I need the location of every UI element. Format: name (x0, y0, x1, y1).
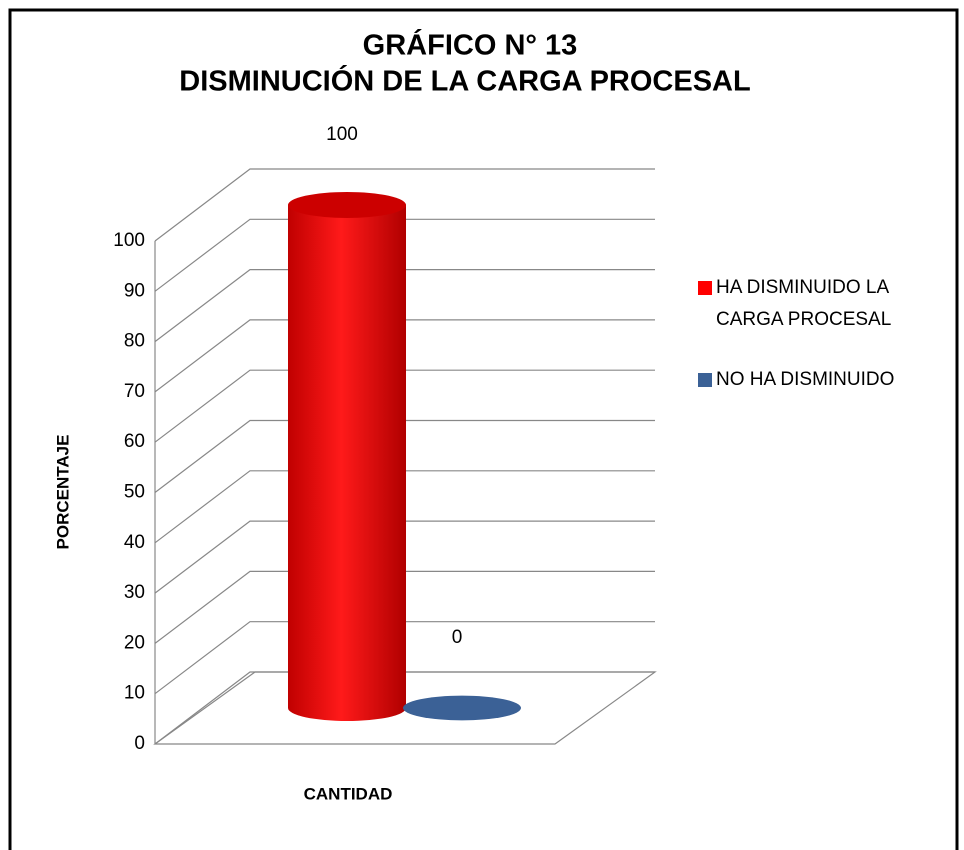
grid-line (154, 319, 655, 393)
y-tick-label: 40 (124, 532, 145, 553)
y-tick-label: 100 (113, 230, 145, 251)
grid-line (154, 419, 655, 493)
data-label: 0 (452, 627, 463, 648)
y-tick-label: 80 (124, 331, 145, 352)
chart-subtitle: DISMINUCIÓN DE LA CARGA PROCESAL (179, 64, 750, 98)
chart-title: GRÁFICO N° 13 (363, 28, 578, 62)
legend-label: NO HA DISMINUIDO (716, 369, 895, 390)
y-tick-label: 60 (124, 431, 145, 452)
grid-line (154, 218, 655, 292)
bar (288, 192, 406, 721)
legend-swatch (698, 281, 712, 295)
grid-line (154, 671, 655, 745)
y-tick-label: 30 (124, 582, 145, 603)
grid-line (154, 168, 655, 242)
grid-line (154, 369, 655, 443)
bar-top (288, 192, 406, 218)
legend-label: HA DISMINUIDO LA CARGA PROCESAL (716, 277, 892, 330)
bar (403, 695, 521, 721)
bar-body (288, 205, 406, 721)
grid-line (154, 269, 655, 343)
y-axis-label: PORCENTAJE (53, 435, 72, 550)
x-axis-label: CANTIDAD (304, 784, 393, 803)
frame (8, 8, 959, 850)
legend-swatch (698, 373, 712, 387)
grid-line (154, 621, 655, 695)
y-tick-label: 70 (124, 381, 145, 402)
legend-item: HA DISMINUIDO LA CARGA PROCESAL (716, 277, 892, 330)
grid-line (154, 470, 655, 544)
data-label: 100 (326, 124, 358, 145)
grid-line (154, 520, 655, 594)
y-tick-label: 90 (124, 280, 145, 301)
y-tick-label: 0 (134, 733, 145, 754)
y-tick-label: 20 (124, 632, 145, 653)
y-tick-label: 50 (124, 482, 145, 503)
grid-line (154, 570, 655, 644)
legend-item: NO HA DISMINUIDO (716, 369, 895, 390)
y-tick-label: 10 (124, 683, 145, 704)
bar-top (403, 695, 521, 721)
